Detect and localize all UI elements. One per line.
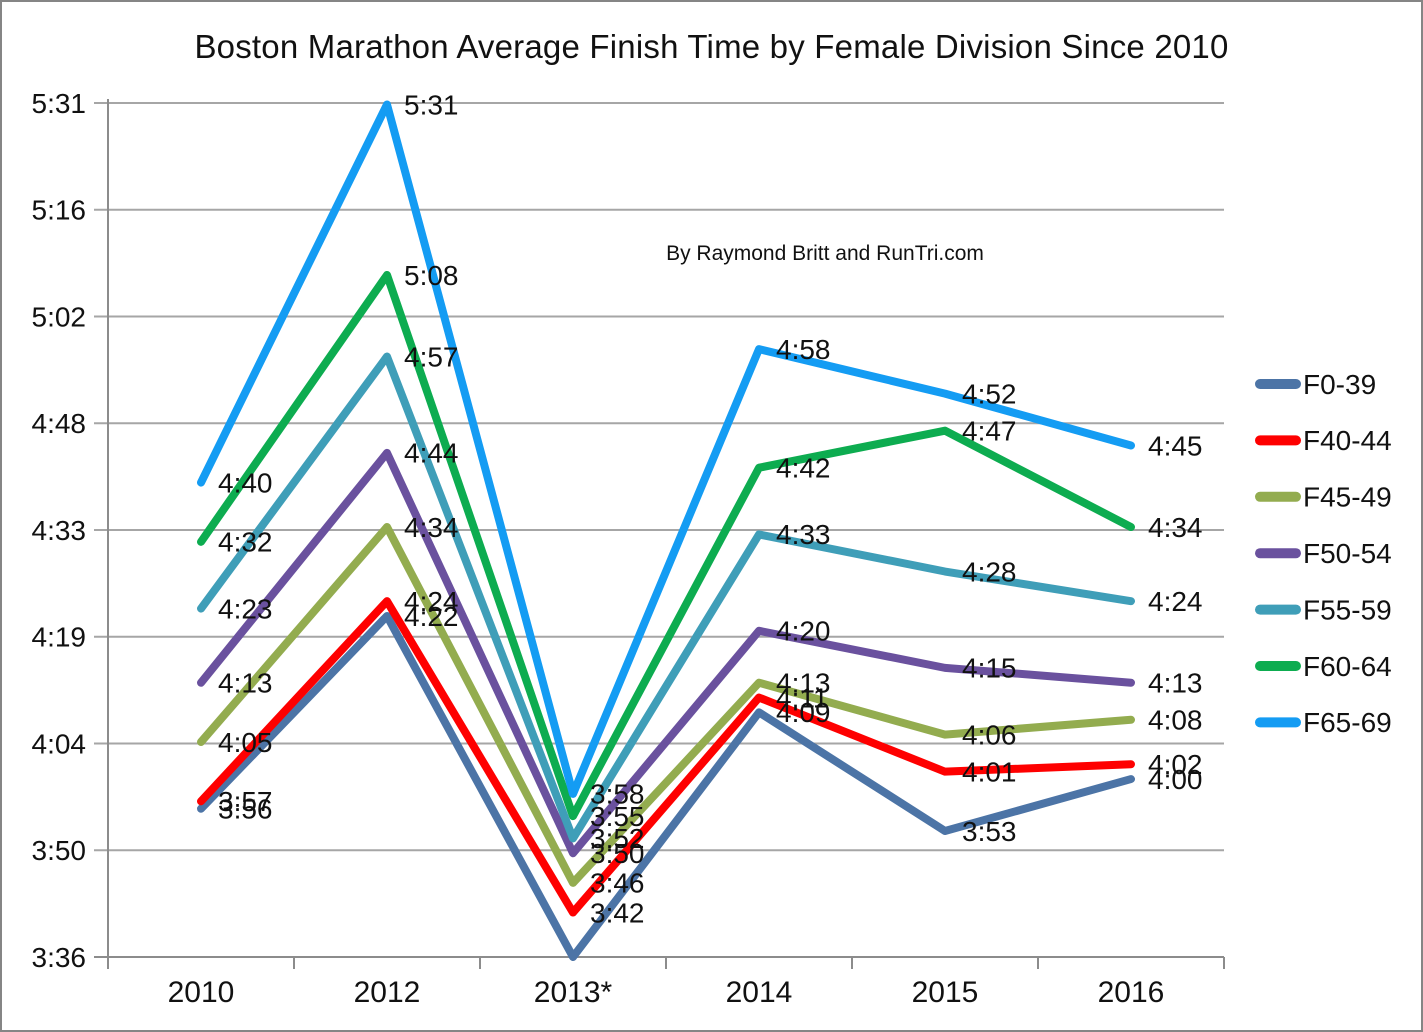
data-label-f40-44-2010: 3:57 [218,786,273,817]
data-label-f45-49-2016: 4:08 [1148,705,1203,736]
legend-label-f40-44: F40-44 [1303,425,1392,456]
series-line-f50-54 [197,448,1135,858]
data-label-f0-39-2012: 4:22 [404,601,459,632]
data-label-f0-39-2015: 3:53 [962,816,1017,847]
x-axis-tick-label: 2010 [168,976,235,1009]
legend-label-f55-59: F55-59 [1303,594,1392,625]
legend-label-f60-64: F60-64 [1303,651,1392,682]
legend-label-f0-39: F0-39 [1303,369,1376,400]
data-label-f65-69-2014: 4:58 [776,334,831,365]
data-label-f50-54-2014: 4:20 [776,616,831,647]
data-label-f0-39-2016: 4:00 [1148,764,1203,795]
data-label-f45-49-2010: 4:05 [218,727,273,758]
legend-label-f45-49: F45-49 [1303,482,1392,513]
data-label-f0-39-2010: 3:56 [218,794,273,825]
data-label-f60-64-2014: 4:42 [776,453,831,484]
y-axis-tick-label: 4:48 [32,408,87,439]
y-axis-tick-label: 3:50 [32,835,87,866]
data-label-f45-49-2013*: 3:46 [590,868,645,899]
data-label-f55-59-2015: 4:28 [962,556,1017,587]
data-label-f50-54-2015: 4:15 [962,653,1017,684]
legend-swatch-f0-39 [1255,379,1301,389]
series-line-f55-59 [197,352,1135,843]
y-axis-tick-label: 3:36 [32,942,87,973]
legend-swatch-f45-49 [1255,491,1301,502]
x-axis-tick-label: 2016 [1098,976,1165,1009]
data-label-f45-49-2012: 4:34 [404,512,459,543]
series-line-f0-39 [197,611,1135,961]
legend-label-f65-69: F65-69 [1303,707,1392,738]
data-label-f55-59-2014: 4:33 [776,519,831,550]
x-axis-tick-label: 2012 [354,976,421,1009]
data-label-f60-64-2012: 5:08 [404,260,459,291]
data-label-f60-64-2015: 4:47 [962,415,1017,446]
data-label-f40-44-2014: 4:11 [776,682,828,713]
y-axis-tick-label: 5:31 [32,88,87,119]
x-axis-tick-label: 2013* [534,976,613,1009]
data-label-f55-59-2010: 4:23 [218,593,273,624]
series-line-f45-49 [197,523,1135,887]
y-axis-tick-label: 4:04 [32,728,87,759]
data-label-f65-69-2013*: 3:58 [590,779,645,810]
y-axis-tick-label: 4:33 [32,515,87,546]
data-label-f60-64-2016: 4:34 [1148,512,1203,543]
series-line-f40-44 [197,597,1135,917]
chart-title: Boston Marathon Average Finish Time by F… [194,28,1229,65]
legend-swatch-f65-69 [1255,717,1301,728]
data-label-f40-44-2015: 4:01 [962,756,1017,787]
data-label-f40-44-2012: 4:24 [404,586,459,617]
y-axis-tick-label: 5:02 [32,301,87,332]
legend-swatch-f60-64 [1255,661,1301,671]
legend-swatch-f40-44 [1255,435,1301,446]
byline-annotation: By Raymond Britt and RunTri.com [666,242,984,265]
data-label-f55-59-2013*: 3:52 [590,823,645,854]
y-axis-tick-label: 5:16 [32,195,87,226]
y-axis-tick-label: 4:19 [32,622,87,653]
data-label-f50-54-2013*: 3:50 [590,838,645,869]
data-label-f60-64-2010: 4:32 [218,527,273,558]
legend-swatch-f50-54 [1255,548,1301,559]
data-label-f40-44-2013*: 3:42 [590,897,645,928]
legend-swatch-f55-59 [1255,604,1301,615]
data-label-f50-54-2012: 4:44 [404,438,459,469]
data-label-f0-39-2014: 4:09 [776,697,831,728]
data-label-f45-49-2015: 4:06 [962,719,1017,750]
data-label-f55-59-2016: 4:24 [1148,586,1203,617]
data-label-f65-69-2015: 4:52 [962,378,1017,409]
data-label-f60-64-2013*: 3:55 [590,801,645,832]
legend-label-f50-54: F50-54 [1303,538,1392,569]
series-line-f60-64 [197,270,1135,821]
data-label-f40-44-2016: 4:02 [1148,749,1203,780]
series-line-f65-69 [197,100,1135,798]
data-label-f65-69-2012: 5:31 [404,89,459,120]
data-label-f50-54-2010: 4:13 [218,668,273,699]
data-label-f50-54-2016: 4:13 [1148,668,1203,699]
data-label-f65-69-2016: 4:45 [1148,430,1203,461]
x-axis-tick-label: 2014 [726,976,793,1009]
data-label-f65-69-2010: 4:40 [218,467,273,498]
data-label-f55-59-2012: 4:57 [404,341,459,372]
data-label-f45-49-2014: 4:13 [776,668,831,699]
x-axis-tick-label: 2015 [912,976,979,1009]
